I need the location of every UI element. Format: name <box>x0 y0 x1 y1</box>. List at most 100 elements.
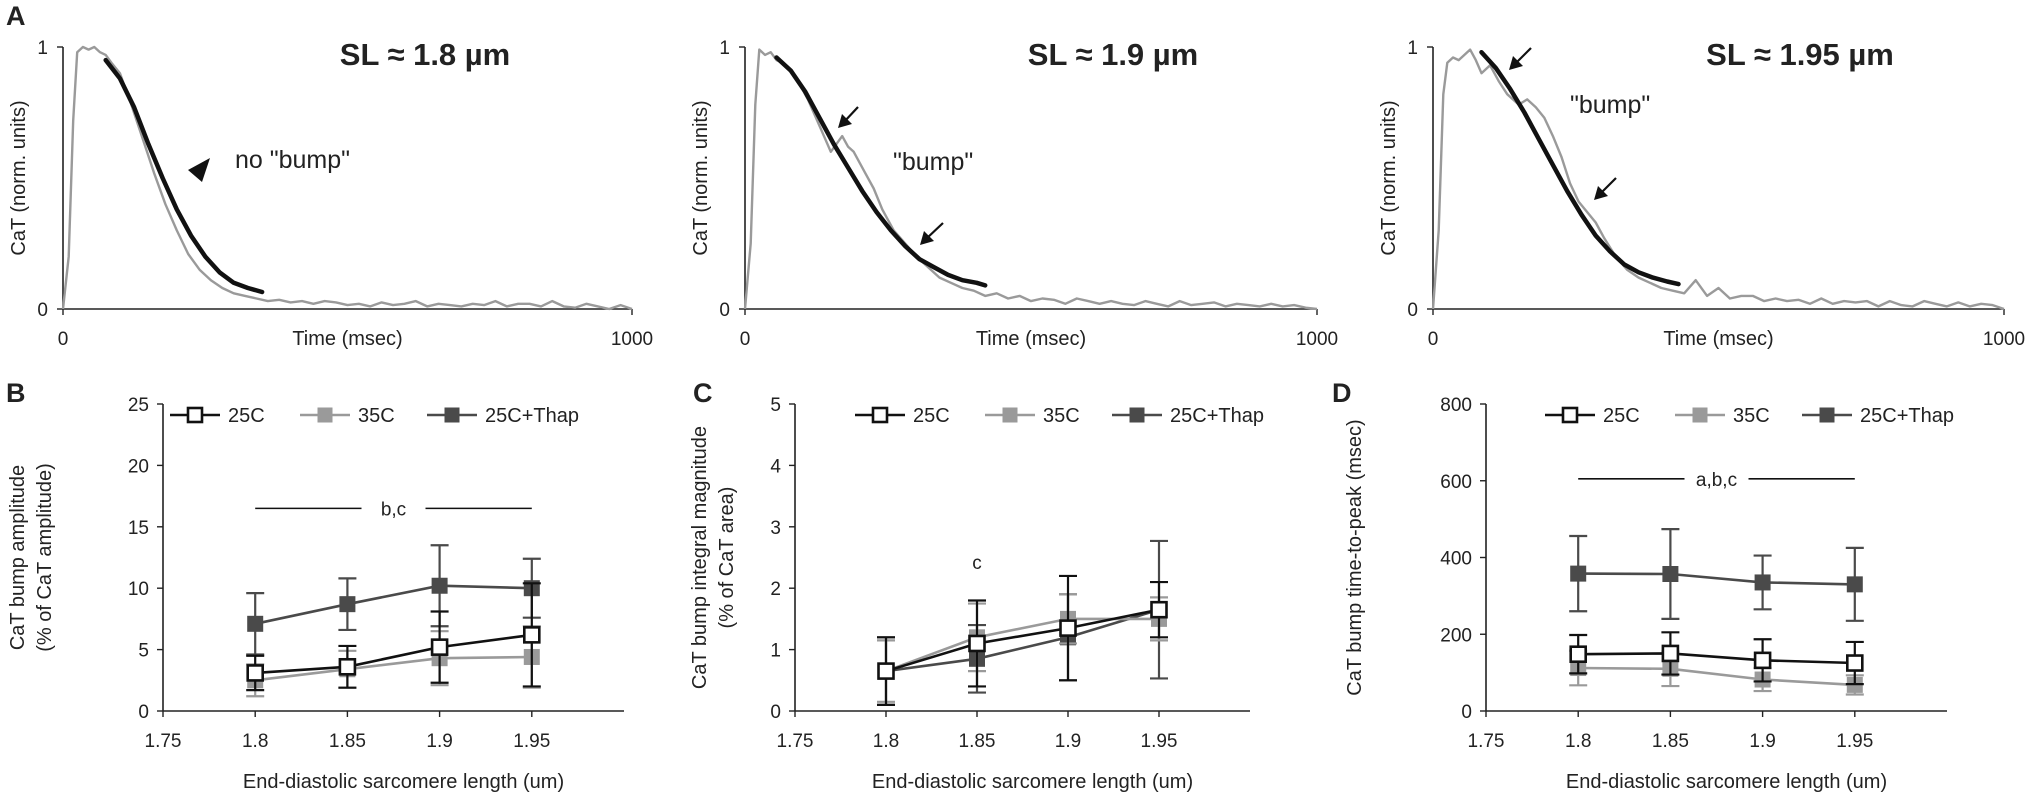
y-tick-label: 25 <box>128 395 149 416</box>
exponential-fit-curve <box>103 57 265 295</box>
data-point <box>1059 619 1077 637</box>
chart-b-bump-amplitude: 1.75 1.8 1.85 1.9 1.95 0 5 10 15 20 25 End-diastoli… <box>7 395 624 793</box>
bump-arrow-head <box>838 114 852 128</box>
data-point <box>1661 644 1680 663</box>
x-tick-label: 1.85 <box>329 731 366 752</box>
legend-label: 35C <box>358 405 395 427</box>
x-tick-label: 1.95 <box>1836 731 1873 752</box>
x-tick-label: 0 <box>58 329 69 350</box>
data-point <box>1846 654 1864 672</box>
x-axis-label: Time (msec) <box>976 328 1086 350</box>
raw-calcium-trace <box>61 45 633 311</box>
x-axis-label: Time (msec) <box>292 328 402 350</box>
x-tick-label: 1000 <box>1983 329 2025 350</box>
series-line-35c <box>885 617 1159 673</box>
bump-annotation: "bump" <box>1570 91 1650 119</box>
legend-marker <box>444 407 460 423</box>
x-tick-label: 1.8 <box>242 731 268 752</box>
y-axis-label: CaT bump time-to-peak (msec) <box>1344 419 1366 695</box>
x-tick-label: 1.75 <box>1468 731 1505 752</box>
series-line-35c <box>1578 666 1855 687</box>
y-tick-label: 0 <box>1407 300 1418 321</box>
significance-label: b,c <box>381 499 406 520</box>
y-tick-label: 0 <box>719 300 730 321</box>
legend-label: 25C+Thap <box>1170 405 1264 427</box>
chart-a-sl-1-9: 0 1000 0 1 Time (msec) CaT (norm. units) SL ≈ … <box>690 37 1338 350</box>
legend-marker <box>317 407 333 423</box>
legend-label: 35C <box>1043 405 1080 427</box>
y-axis-label: CaT (norm. units) <box>690 100 712 255</box>
exponential-fit-curve <box>1479 49 1681 287</box>
y-tick-label: 400 <box>1440 549 1472 570</box>
y-tick-label: 1 <box>719 38 730 59</box>
data-point <box>1570 565 1587 582</box>
y-tick-label: 0 <box>1461 702 1472 723</box>
data-point <box>1150 600 1168 619</box>
x-tick-label: 1.9 <box>426 731 452 752</box>
legend-marker <box>1692 407 1708 423</box>
x-axis-label: End-diastolic sarcomere length (um) <box>1566 771 1887 793</box>
y-tick-label: 1 <box>1407 38 1418 59</box>
chart-a-sl-1-95: 0 1000 0 1 Time (msec) CaT (norm. units) SL ≈ … <box>1378 37 2025 350</box>
data-point <box>246 664 264 682</box>
y-tick-label: 0 <box>770 702 781 723</box>
sarcomere-length-label: SL ≈ 1.95 µm <box>1706 37 1894 72</box>
y-tick-label: 0 <box>37 300 48 321</box>
y-tick-label: 800 <box>1440 395 1472 416</box>
y-tick-label: 1 <box>770 641 781 662</box>
x-tick-label: 1.9 <box>1749 731 1775 752</box>
y-axis-label: (% of CaT amplitude) <box>34 463 56 652</box>
chart-d-time-to-peak: 1.75 1.8 1.85 1.9 1.95 0 200 400 600 800 End-diast… <box>1344 395 1954 793</box>
x-tick-label: 1.8 <box>1565 731 1591 752</box>
panel-label-c: C <box>693 378 713 408</box>
y-axis-label: CaT bump amplitude <box>7 465 29 650</box>
y-tick-label: 1 <box>37 38 48 59</box>
y-axis-label: CaT (norm. units) <box>8 100 30 255</box>
data-point <box>522 626 541 644</box>
panel-label-d: D <box>1332 378 1352 408</box>
legend-marker <box>871 406 889 424</box>
arrowhead-marker <box>188 158 210 182</box>
data-point <box>1754 574 1771 591</box>
x-tick-label: 0 <box>1428 329 1439 350</box>
y-tick-label: 15 <box>128 518 149 539</box>
series-line-25c-thap <box>885 608 1160 673</box>
data-point <box>877 662 895 680</box>
y-axis-label: CaT (norm. units) <box>1378 100 1400 255</box>
bump-arrow-head <box>920 231 934 245</box>
series-line-25c <box>1578 652 1855 665</box>
raw-calcium-trace <box>1431 48 2005 311</box>
panel-label-a: A <box>6 1 26 31</box>
x-axis-label: End-diastolic sarcomere length (um) <box>872 771 1193 793</box>
raw-calcium-trace <box>743 48 1318 311</box>
x-tick-label: 1000 <box>611 329 653 350</box>
bump-annotation: no "bump" <box>235 146 350 174</box>
chart-c-bump-integral: 1.75 1.8 1.85 1.9 1.95 0 1 2 3 4 5 End-diastolic sa… <box>689 395 1264 793</box>
legend-marker <box>1819 407 1835 423</box>
y-tick-label: 0 <box>138 702 149 723</box>
legend-label: 25C+Thap <box>485 405 579 427</box>
panel-label-b: B <box>6 378 26 408</box>
y-tick-label: 4 <box>770 456 781 477</box>
legend-label: 25C <box>1603 405 1640 427</box>
chart-a-sl-1-8: 0 1000 0 1 Time (msec) CaT (norm. units) SL ≈ … <box>8 37 653 350</box>
series-line-25c-thap <box>1578 572 1855 586</box>
data-point <box>431 577 448 594</box>
y-tick-label: 200 <box>1440 625 1472 646</box>
legend-label: 25C+Thap <box>1860 405 1954 427</box>
significance-label: c <box>972 553 982 574</box>
sarcomere-length-label: SL ≈ 1.8 µm <box>340 37 510 72</box>
series-line-35c <box>255 655 532 682</box>
x-tick-label: 1000 <box>1296 329 1338 350</box>
data-point <box>1753 651 1772 670</box>
legend-label: 25C <box>228 405 265 427</box>
series-line-25c <box>885 608 1160 673</box>
y-tick-label: 600 <box>1440 472 1472 493</box>
legend-label: 35C <box>1733 405 1770 427</box>
data-point <box>968 634 986 653</box>
y-tick-label: 10 <box>128 579 149 600</box>
y-tick-label: 3 <box>770 518 781 539</box>
bump-arrow-head <box>1509 56 1523 70</box>
data-point <box>1662 566 1679 583</box>
